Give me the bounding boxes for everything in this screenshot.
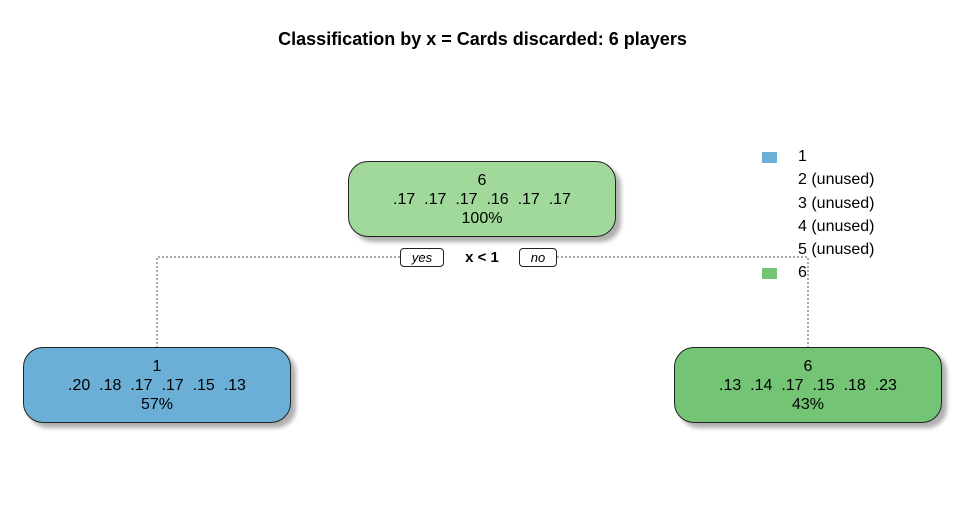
right-leaf-node: 6 .13 .14 .17 .15 .18 .23 43% [674, 347, 942, 423]
legend-label: 4 (unused) [798, 217, 875, 235]
legend-swatch [762, 245, 777, 256]
no-label: no [519, 248, 557, 267]
legend-swatch [762, 152, 777, 163]
left-leaf-node: 1 .20 .18 .17 .17 .15 .13 57% [23, 347, 291, 423]
left-leaf-probs: .20 .18 .17 .17 .15 .13 [68, 377, 246, 394]
legend-label: 2 (unused) [798, 171, 875, 189]
diagram-title: Classification by x = Cards discarded: 6… [278, 29, 687, 49]
legend-swatch [762, 222, 777, 233]
right-leaf-probs: .13 .14 .17 .15 .18 .23 [719, 377, 897, 394]
yes-label: yes [400, 248, 444, 267]
root-node-class: 6 [477, 172, 487, 189]
legend-swatch [762, 199, 777, 210]
connector-left [156, 256, 400, 347]
split-condition: x < 1 [450, 248, 514, 267]
legend-label: 6 [798, 264, 807, 282]
legend-label: 1 [798, 148, 807, 165]
legend-swatch [762, 175, 777, 186]
right-leaf-class: 6 [803, 358, 813, 375]
legend-label: 5 (unused) [798, 241, 875, 259]
root-node: 6 .17 .17 .17 .16 .17 .17 100% [348, 161, 616, 237]
legend-swatch [762, 268, 777, 280]
legend-label: 3 (unused) [798, 194, 875, 212]
right-leaf-percent: 43% [791, 396, 825, 413]
left-leaf-class: 1 [152, 358, 162, 375]
left-leaf-percent: 57% [140, 396, 174, 413]
root-node-percent: 100% [461, 210, 503, 227]
root-node-probs: .17 .17 .17 .16 .17 .17 [393, 191, 571, 208]
